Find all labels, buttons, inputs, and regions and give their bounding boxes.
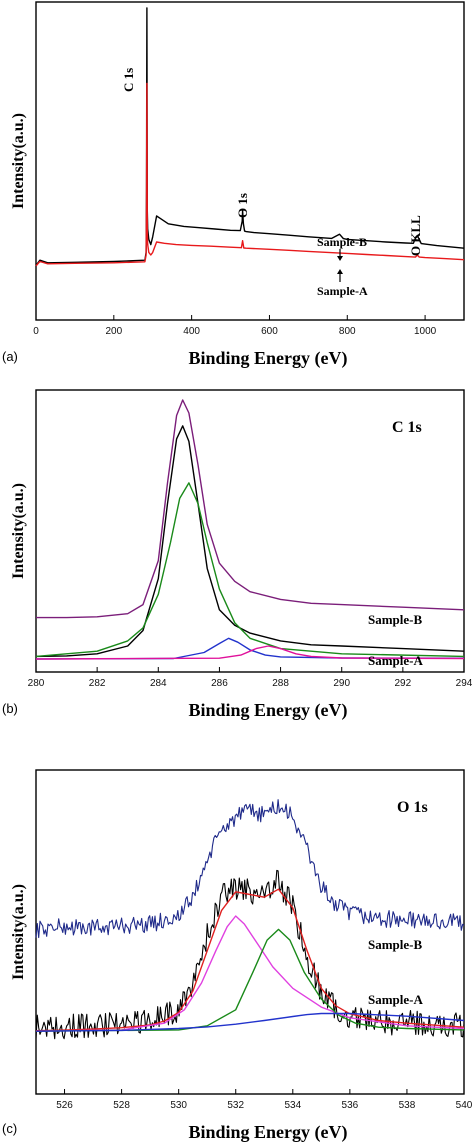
series-b-c1s-fit-286-3 bbox=[35, 637, 465, 660]
series-b-sample-b bbox=[36, 399, 465, 619]
panel-a-arrowhead-b bbox=[337, 256, 343, 261]
panel-a-annotation-okll: O KLL bbox=[408, 215, 423, 256]
panel-b-annotation-sample-a: Sample-A bbox=[368, 653, 424, 668]
panel-b-xlabel: Binding Energy (eV) bbox=[188, 700, 347, 721]
x-tick-label: 530 bbox=[170, 1100, 187, 1111]
x-tick-label: 292 bbox=[395, 678, 412, 689]
series-b-c1s-fit-287-5 bbox=[35, 645, 465, 660]
panel-b-ylabel: Intensity(a.u.) bbox=[10, 483, 27, 579]
panel-a-frame bbox=[35, 1, 465, 321]
series-c-o1s-background bbox=[35, 1012, 465, 1032]
series-b-c1s-fit-main bbox=[35, 482, 465, 658]
panel-a-series bbox=[35, 7, 465, 267]
panel-a-annotation-sample-a: Sample-A bbox=[317, 284, 368, 298]
panel-a-ticks: 0 200 400 600 800 1000 bbox=[33, 315, 437, 337]
panel-a-annotation-c1s: C 1s bbox=[121, 68, 136, 92]
series-c-o1s-fit-envelope bbox=[35, 888, 465, 1032]
x-tick-label: 286 bbox=[211, 678, 228, 689]
panel-a-annotation-o1s: O 1s bbox=[235, 193, 250, 218]
series-c-o1s-fit-533-5 bbox=[35, 928, 465, 1032]
x-tick-label: 534 bbox=[284, 1100, 301, 1111]
panel-a-xlabel: Binding Energy (eV) bbox=[188, 348, 347, 369]
panel-c-annotation-sample-a: Sample-A bbox=[368, 992, 424, 1007]
panel-a-ylabel: Intensity(a.u.) bbox=[10, 113, 27, 209]
panel-a: 0 200 400 600 800 1000 C 1s O 1s O KLL Sample… bbox=[2, 1, 465, 369]
x-tick-label: 282 bbox=[89, 678, 106, 689]
series-a-sample-a bbox=[35, 82, 465, 267]
x-tick-label: 528 bbox=[113, 1100, 130, 1111]
series-c-sample-b bbox=[35, 799, 465, 939]
panel-b-annotation-c1s: C 1s bbox=[392, 419, 422, 436]
x-tick-label: 0 bbox=[33, 326, 39, 337]
panel-a-label: (a) bbox=[2, 349, 18, 364]
x-tick-label: 288 bbox=[272, 678, 289, 689]
x-tick-label: 1000 bbox=[414, 326, 437, 337]
panel-c-annotation-sample-b: Sample-B bbox=[368, 937, 423, 952]
panel-b-annotation-sample-b: Sample-B bbox=[368, 612, 423, 627]
x-tick-label: 600 bbox=[261, 326, 278, 337]
series-c-sample-a bbox=[35, 869, 465, 1040]
x-tick-label: 284 bbox=[150, 678, 167, 689]
x-tick-label: 800 bbox=[339, 326, 356, 337]
panel-b-label: (b) bbox=[2, 701, 18, 716]
panel-a-arrowhead-a bbox=[337, 269, 343, 274]
x-tick-label: 540 bbox=[456, 1100, 473, 1111]
x-tick-label: 200 bbox=[105, 326, 122, 337]
series-c-o1s-fit-532-0 bbox=[35, 915, 465, 1032]
panel-b: 280 282 284 286 288 290 292 294 C 1s Sample-B S… bbox=[2, 389, 473, 721]
panel-a-annotation-sample-b: Sample-B bbox=[317, 235, 367, 249]
x-tick-label: 400 bbox=[183, 326, 200, 337]
panel-c-xlabel: Binding Energy (eV) bbox=[188, 1122, 347, 1143]
x-tick-label: 294 bbox=[456, 678, 473, 689]
panel-c-ticks: 526 528 530 532 534 536 538 540 bbox=[56, 1089, 473, 1111]
x-tick-label: 536 bbox=[342, 1100, 359, 1111]
panel-b-frame bbox=[35, 389, 465, 673]
panel-b-ticks: 280 282 284 286 288 290 292 294 bbox=[28, 667, 473, 689]
panel-c: 526 528 530 532 534 536 538 540 O 1s Sample-B S… bbox=[2, 769, 473, 1143]
series-b-sample-a bbox=[35, 425, 465, 658]
x-tick-label: 538 bbox=[399, 1100, 416, 1111]
x-tick-label: 532 bbox=[227, 1100, 244, 1111]
panel-c-label: (c) bbox=[2, 1121, 17, 1136]
panel-b-series bbox=[35, 399, 465, 660]
series-a-sample-b bbox=[35, 7, 465, 266]
x-tick-label: 526 bbox=[56, 1100, 73, 1111]
x-tick-label: 280 bbox=[28, 678, 45, 689]
x-tick-label: 290 bbox=[333, 678, 350, 689]
panel-c-ylabel: Intensity(a.u.) bbox=[10, 884, 27, 980]
panel-c-annotation-o1s: O 1s bbox=[397, 799, 428, 816]
panel-c-series bbox=[35, 799, 465, 1040]
